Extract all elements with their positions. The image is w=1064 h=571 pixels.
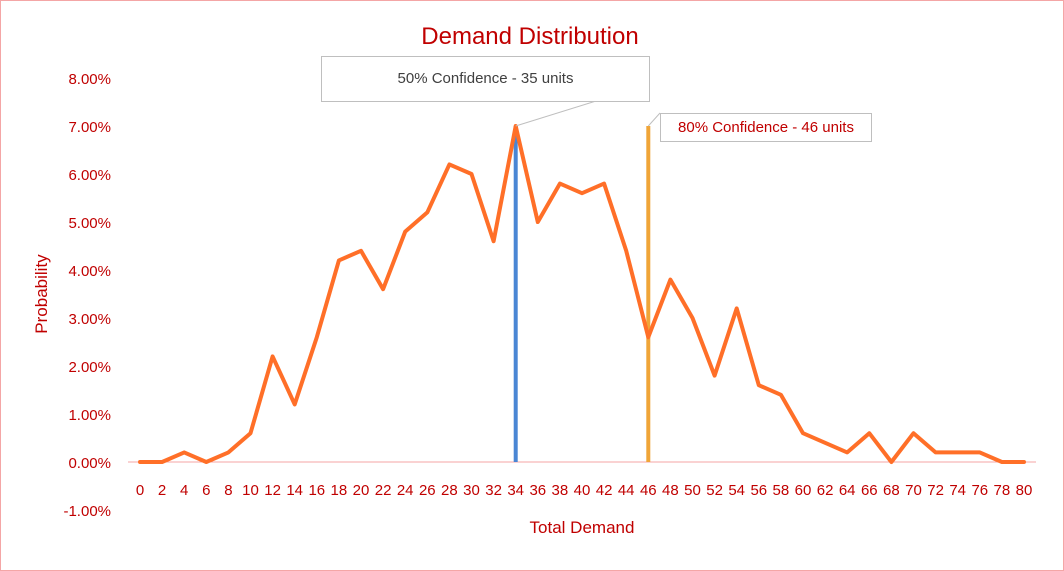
chart-title: Demand Distribution	[421, 23, 638, 50]
series-line-probability	[138, 124, 1026, 464]
x-tick-label: 6	[202, 482, 210, 499]
x-tick-label: 48	[662, 482, 679, 499]
y-tick-label: 4.00%	[68, 263, 111, 280]
x-tick-label: 30	[463, 482, 480, 499]
y-tick-label: 7.00%	[68, 119, 111, 136]
x-tick-label: 62	[817, 482, 834, 499]
x-tick-label: 56	[750, 482, 767, 499]
x-tick-label: 52	[706, 482, 723, 499]
x-tick-label: 54	[728, 482, 745, 499]
x-tick-label: 12	[264, 482, 281, 499]
y-tick-label: 0.00%	[68, 455, 111, 472]
x-tick-label: 68	[883, 482, 900, 499]
x-tick-label: 58	[773, 482, 790, 499]
x-tick-label: 46	[640, 482, 657, 499]
callout-leader-80	[647, 112, 661, 127]
x-tick-label: 26	[419, 482, 436, 499]
x-tick-label: 36	[529, 482, 546, 499]
x-tick-label: 20	[353, 482, 370, 499]
x-tick-label: 40	[574, 482, 591, 499]
y-axis-ticks: -1.00% 0.00% 1.00% 2.00% 3.00% 4.00% 5.00% 6.00…	[63, 71, 111, 520]
x-tick-label: 66	[861, 482, 878, 499]
callout-leader-50	[515, 100, 648, 127]
x-tick-label: 42	[596, 482, 613, 499]
y-tick-label: 5.00%	[68, 215, 111, 232]
callout-leaders	[515, 100, 661, 127]
x-tick-label: 60	[795, 482, 812, 499]
x-tick-label: 4	[180, 482, 188, 499]
confidence-markers	[513, 126, 651, 462]
x-tick-label: 64	[839, 482, 856, 499]
x-tick-label: 16	[308, 482, 325, 499]
callout-80-confidence: 80% Confidence - 46 units	[660, 113, 872, 142]
y-tick-label: 3.00%	[68, 311, 111, 328]
y-tick-label: -1.00%	[63, 503, 111, 520]
x-tick-label: 2	[158, 482, 166, 499]
x-tick-label: 80	[1016, 482, 1033, 499]
x-tick-label: 50	[684, 482, 701, 499]
y-tick-label: 6.00%	[68, 167, 111, 184]
x-tick-label: 74	[949, 482, 966, 499]
y-axis-label: Probability	[32, 254, 51, 334]
x-tick-label: 14	[286, 482, 303, 499]
x-tick-label: 70	[905, 482, 922, 499]
x-tick-label: 44	[618, 482, 635, 499]
y-tick-label: 1.00%	[68, 407, 111, 424]
x-tick-label: 32	[485, 482, 502, 499]
x-tick-label: 34	[507, 482, 524, 499]
x-tick-label: 22	[375, 482, 392, 499]
y-tick-label: 2.00%	[68, 359, 111, 376]
x-tick-label: 28	[441, 482, 458, 499]
x-axis-label: Total Demand	[530, 518, 635, 537]
x-tick-label: 8	[224, 482, 232, 499]
x-tick-label: 0	[136, 482, 144, 499]
x-tick-label: 24	[397, 482, 414, 499]
x-axis-ticks: 0 2 4 6 8 10 12 14 16 18 20 22 24 26 28 30 32 34 36 38 40 42 4…	[136, 482, 1033, 499]
callout-50-confidence: 50% Confidence - 35 units	[321, 56, 650, 102]
x-tick-label: 78	[994, 482, 1011, 499]
y-tick-label: 8.00%	[68, 71, 111, 88]
x-tick-label: 10	[242, 482, 259, 499]
x-tick-label: 38	[552, 482, 569, 499]
x-tick-label: 18	[331, 482, 348, 499]
x-tick-label: 72	[927, 482, 944, 499]
x-tick-label: 76	[971, 482, 988, 499]
